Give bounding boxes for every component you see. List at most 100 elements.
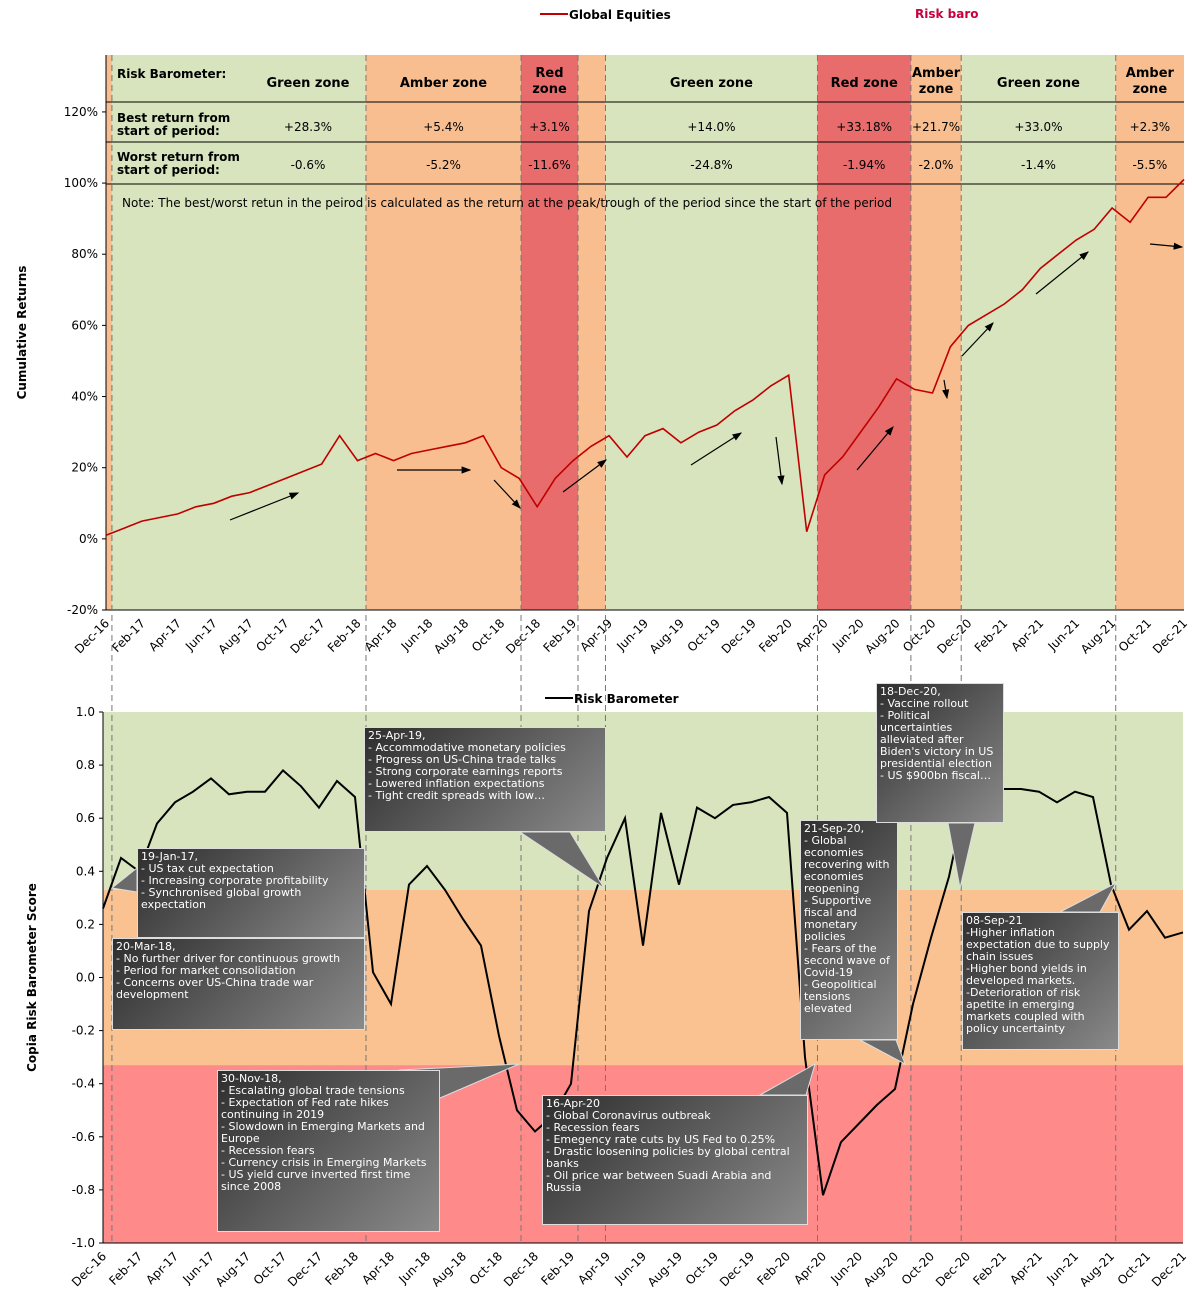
annotation-item: - Geopolitical tensions elevated: [804, 978, 877, 1015]
zone-label: Green zone: [266, 76, 350, 91]
zone: [1115, 55, 1184, 610]
series-line: [105, 178, 1185, 537]
callout-pointer: [859, 1039, 906, 1066]
zone: [111, 55, 366, 610]
worst-return: -2.0%: [918, 158, 954, 172]
annotation-item: - Escalating global trade tensions: [221, 1084, 405, 1097]
x-tick-label: Oct-18: [469, 616, 507, 654]
x-tick-label: Dec-19: [719, 616, 759, 656]
x-tick-label: Feb-21: [972, 616, 1011, 655]
x-tick-label: Dec-20: [934, 616, 974, 656]
x-tick-label: Jun-19: [613, 616, 651, 654]
annotation-item: - Global Coronavirus outbreak: [546, 1109, 711, 1122]
y-tick-label: 0%: [79, 532, 98, 546]
zone-label: Green zone: [669, 76, 753, 91]
annotation-title: 30-Nov-18,: [221, 1072, 282, 1085]
annotation: 30-Nov-18, - Escalating global trade tens…: [217, 1070, 440, 1232]
x-tick-label: Apr-17: [143, 1249, 181, 1287]
x-tick-label: Dec-18: [503, 616, 543, 656]
annotation-title: 19-Jan-17,: [141, 850, 198, 863]
x-tick-label: Jun-17: [179, 1249, 217, 1287]
annotation-item: - Period for market consolidation: [116, 964, 296, 977]
y-tick-label: -0.2: [72, 1024, 95, 1038]
worst-return: -1.94%: [842, 158, 886, 172]
annotation-item: - Currency crisis in Emerging Markets: [221, 1156, 427, 1169]
best-return: +33.0%: [1014, 120, 1063, 134]
annotation-item: - Increasing corporate profitability: [141, 874, 329, 887]
best-return: +5.4%: [423, 120, 464, 134]
x-tick-label: Feb-18: [322, 1249, 361, 1288]
zone-label: Green zone: [996, 76, 1080, 91]
annotation: 19-Jan-17, - US tax cut expectation - Incr…: [137, 848, 365, 938]
trend-arrow: [229, 492, 300, 521]
zone-label: Red zone: [532, 66, 567, 97]
note: Note: The best/worst retun in the peirod…: [122, 196, 892, 210]
trend-arrow: [493, 479, 521, 509]
worst-return: -1.4%: [1021, 158, 1056, 172]
zone: [910, 55, 962, 610]
x-tick-label: Feb-20: [754, 1249, 793, 1288]
x-tick-label: Dec-21: [1150, 616, 1189, 656]
trend-arrow: [690, 432, 743, 466]
annotation-item: - Strong corporate earnings reports: [368, 765, 563, 778]
x-tick-label: Feb-20: [756, 616, 795, 655]
x-tick-label: Aug-18: [429, 1249, 469, 1289]
x-tick-label: Oct-17: [251, 1249, 289, 1287]
x-tick-label: Aug-19: [647, 616, 687, 656]
x-tick-label: Jun-21: [1043, 1249, 1081, 1287]
legend-label: Risk Barometer: [574, 692, 679, 706]
y-tick-label: 0.2: [76, 917, 95, 931]
zone-label: Amber zone: [399, 76, 488, 91]
zone: [577, 55, 606, 610]
callout-pointer: [518, 831, 605, 889]
x-tick-label: Dec-21: [1149, 1249, 1189, 1289]
x-tick-label: Oct-21: [1116, 616, 1154, 654]
annotation-title: 21-Sep-20,: [804, 822, 865, 835]
table-row-label: Worst return from start of period:: [117, 150, 240, 177]
zone: [106, 55, 112, 610]
annotation-item: - No further driver for continuous growt…: [116, 952, 341, 965]
x-tick-label: Jun-18: [395, 1249, 433, 1287]
annotation-item: - US tax cut expectation: [141, 862, 274, 875]
annotation-item: - Accommodative monetary policies: [368, 741, 566, 754]
x-tick-label: Oct-18: [467, 1249, 505, 1287]
annotation-item: -Higher bond yields in developed markets…: [966, 962, 1087, 987]
annotation-item: - Synchronised global growth expectation: [141, 886, 302, 911]
annotation-item: - Supportive fiscal and monetary policie…: [804, 894, 872, 943]
annotation: 21-Sep-20, - Global economies recovering …: [800, 820, 898, 1040]
y-tick-label: -0.8: [72, 1183, 95, 1197]
legend-label: Global Equities: [569, 8, 671, 22]
zone: [365, 55, 522, 610]
x-tick-label: Jun-18: [398, 616, 436, 654]
y-tick-label: 0.8: [76, 758, 95, 772]
trend-arrow: [1035, 251, 1089, 295]
trend-arrow: [961, 322, 994, 357]
annotation-item: - Fears of the second wave of Covid-19: [804, 942, 890, 979]
x-tick-label: Dec-19: [717, 1249, 757, 1289]
annotation-item: - Global economies recovering with econo…: [804, 834, 890, 895]
x-tick-label: Apr-18: [362, 616, 400, 654]
annotation-item: - US $900bn fiscal…: [880, 769, 991, 782]
callout-pointer: [947, 822, 976, 889]
x-tick-label: Jun-20: [829, 616, 867, 654]
x-tick-label: Aug-19: [645, 1249, 685, 1289]
worst-return: -5.2%: [426, 158, 461, 172]
x-tick-label: Aug-20: [861, 1249, 901, 1289]
y-tick-label: 40%: [71, 390, 98, 404]
annotation-title: 25-Apr-19,: [368, 729, 426, 742]
x-tick-label: Aug-21: [1077, 1249, 1117, 1289]
y-tick-label: -20%: [67, 603, 98, 617]
y-tick-label: -0.4: [72, 1077, 95, 1091]
y-tick-label: 1.0: [76, 705, 95, 719]
annotation-title: 18-Dec-20,: [880, 685, 941, 698]
y-tick-label: 0.6: [76, 811, 95, 825]
best-return: +3.1%: [529, 120, 570, 134]
x-tick-label: Aug-17: [213, 1249, 253, 1289]
trend-arrow: [1149, 242, 1184, 250]
table-row-label: Best return from start of period:: [117, 111, 231, 138]
y-tick-label: 0.4: [76, 864, 95, 878]
annotation: 16-Apr-20- Global Coronavirus outbreak - …: [542, 1095, 808, 1225]
x-tick-label: Jun-21: [1045, 616, 1083, 654]
x-tick-label: Oct-20: [900, 616, 938, 654]
